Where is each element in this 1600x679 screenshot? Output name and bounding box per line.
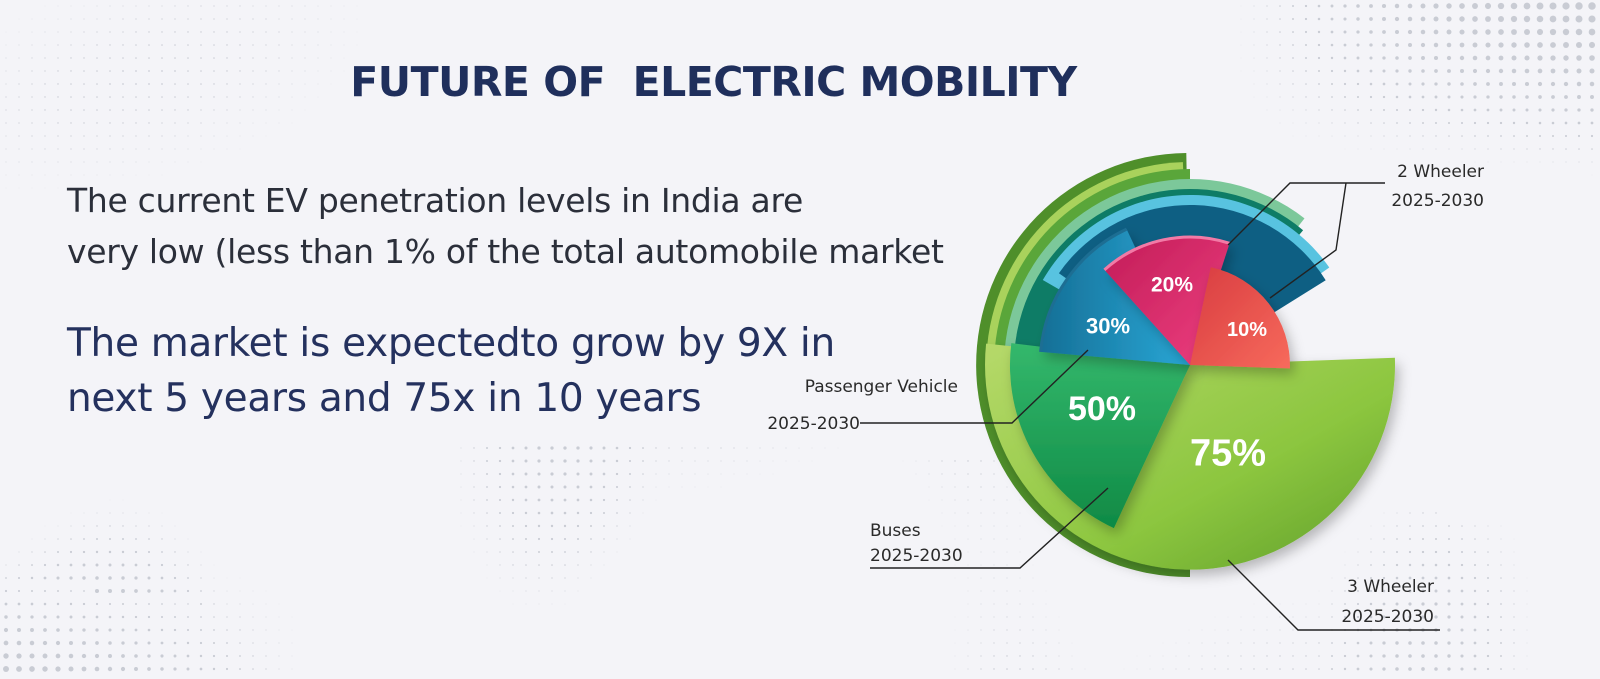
page-title: FUTURE OF ELECTRIC MOBILITY	[350, 58, 1077, 106]
pct-label-75: 75%	[1190, 432, 1266, 474]
growth-paragraph: The market is expectedto grow by 9X in n…	[67, 316, 835, 426]
leader-3-wheeler	[1227, 559, 1440, 631]
label-3-wheeler: 3 Wheeler	[1347, 577, 1434, 597]
label-3-wheeler-period: 2025-2030	[1341, 607, 1434, 627]
label-passenger-vehicle: Passenger Vehicle	[805, 377, 958, 397]
growth-line-1: The market is expectedto grow by 9X in	[67, 321, 835, 366]
penetration-line-2: very low (less than 1% of the total auto…	[67, 232, 944, 271]
pct-label-10: 10%	[1227, 319, 1267, 341]
growth-line-2: next 5 years and 75x in 10 years	[67, 376, 702, 421]
label-2-wheeler-period: 2025-2030	[1391, 191, 1484, 211]
penetration-line-1: The current EV penetration levels in Ind…	[67, 181, 803, 220]
leader-2-wheeler-top	[1227, 182, 1385, 246]
pie-slice-buses	[1009, 343, 1190, 529]
label-2-wheeler: 2 Wheeler	[1397, 162, 1484, 182]
pct-label-30: 30%	[1086, 314, 1130, 339]
label-passenger-vehicle-period: 2025-2030	[767, 414, 860, 434]
pct-label-50: 50%	[1068, 390, 1136, 428]
label-buses: Buses	[870, 521, 921, 541]
leader-buses	[870, 487, 1109, 569]
penetration-paragraph: The current EV penetration levels in Ind…	[67, 175, 944, 277]
pie-slice-passenger-vehicle	[1040, 229, 1190, 365]
twenty-arc-edge	[1103, 235, 1231, 272]
pie-slice-2-wheeler	[1190, 267, 1290, 369]
label-buses-period: 2025-2030	[870, 546, 963, 566]
pct-label-20: 20%	[1151, 273, 1193, 296]
leader-passenger-vehicle	[860, 349, 1089, 424]
passenger-arc-edge	[1039, 227, 1128, 353]
leader-2-wheeler-bottom	[1269, 182, 1347, 299]
